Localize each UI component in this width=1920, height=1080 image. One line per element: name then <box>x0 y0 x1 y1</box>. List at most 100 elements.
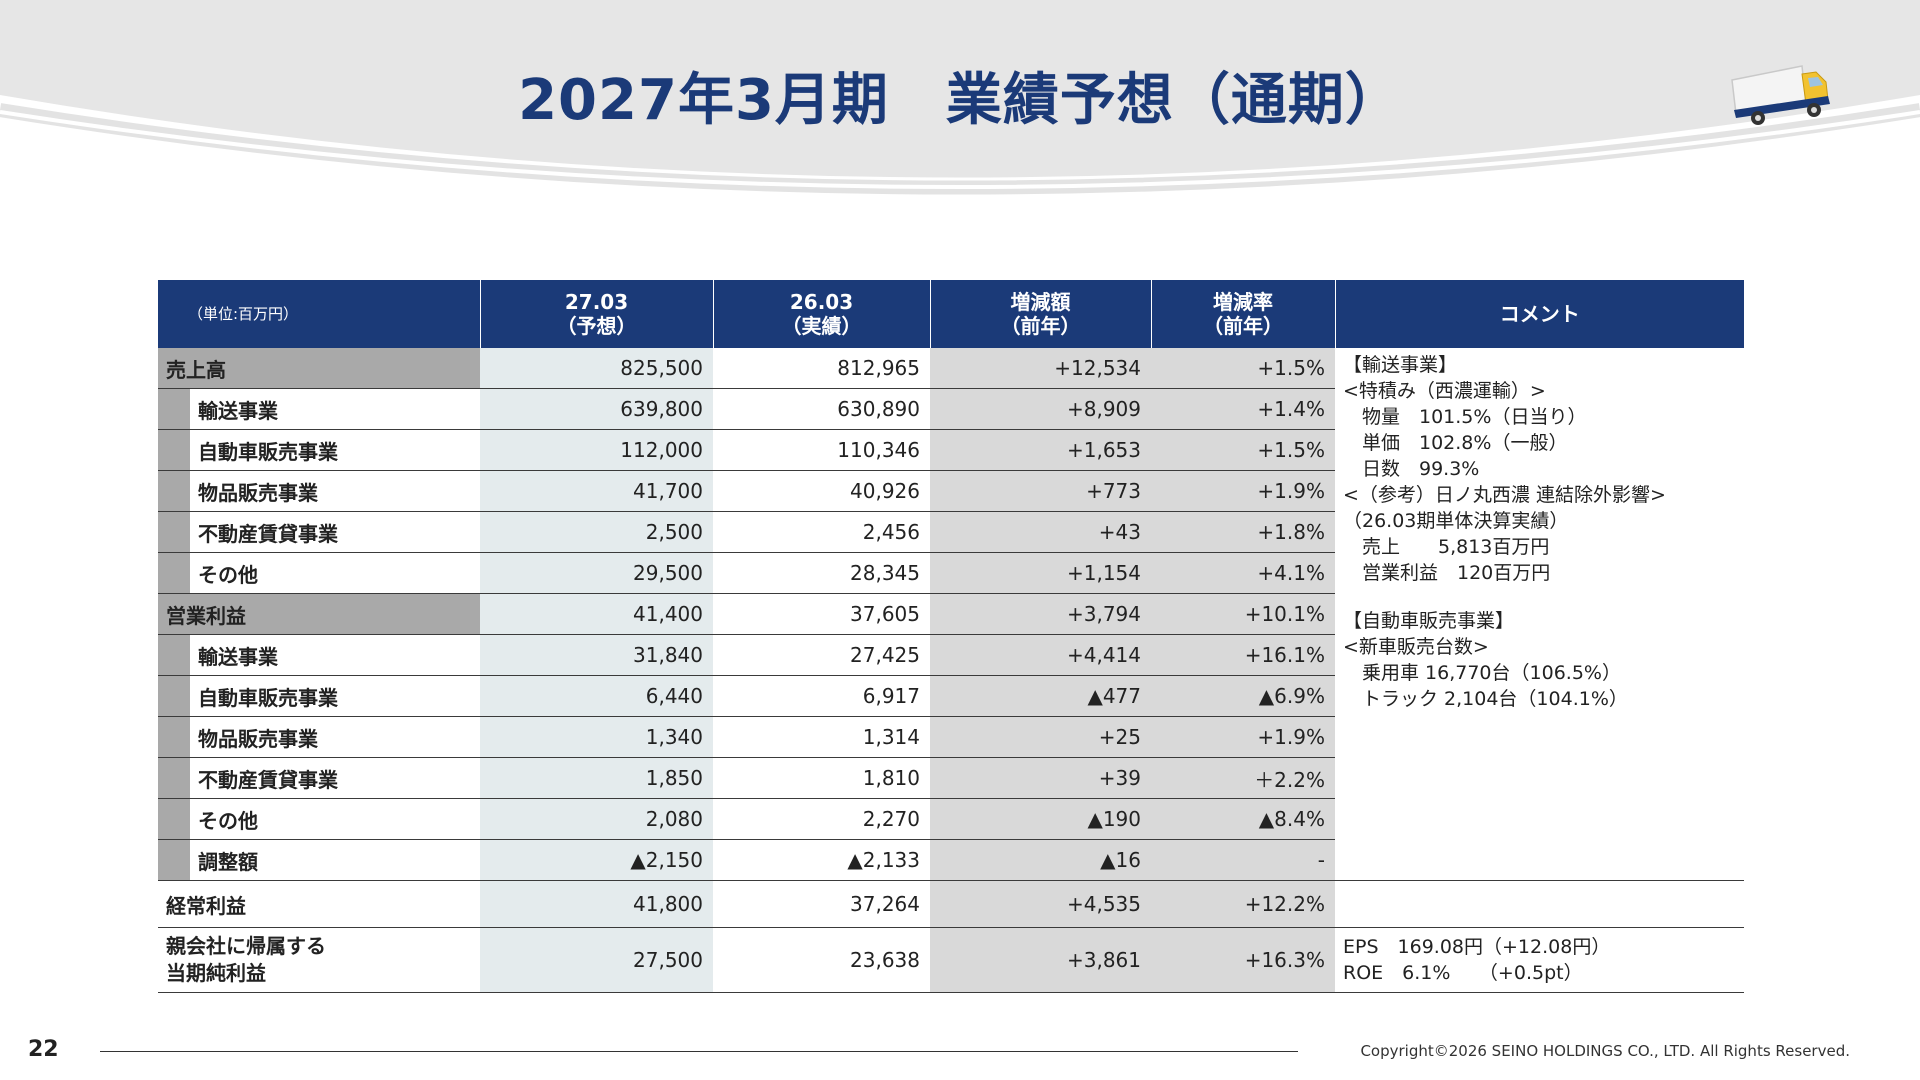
row-label: 不動産賃貸事業 <box>190 757 480 799</box>
cell-change-rate: +1.5% <box>1151 348 1335 389</box>
cell-change-rate: +1.9% <box>1151 470 1335 512</box>
cell-forecast: 29,500 <box>480 552 713 594</box>
comment-line: トラック 2,104台（104.1%） <box>1343 688 1628 710</box>
cell-actual: 27,425 <box>713 634 930 676</box>
cell-change-amount: +1,154 <box>930 552 1151 594</box>
table-header-row: （単位:百万円） 27.03 （予想） 26.03 （実績） 増減額 （前年） 増減率… <box>158 280 1744 348</box>
cell-change-amount: +3,861 <box>930 927 1151 993</box>
row-label: 調整額 <box>190 839 480 881</box>
indent-marker <box>158 429 190 471</box>
cell-forecast: 2,080 <box>480 798 713 840</box>
cell-forecast: 2,500 <box>480 511 713 553</box>
cell-change-amount: ▲190 <box>930 798 1151 840</box>
indent-marker <box>158 675 190 717</box>
cell-change-rate: +1.9% <box>1151 716 1335 758</box>
row-label: その他 <box>190 552 480 594</box>
cell-actual: 1,810 <box>713 757 930 799</box>
cell-forecast: 41,700 <box>480 470 713 512</box>
cell-change-amount: +25 <box>930 716 1151 758</box>
cell-change-amount: +1,653 <box>930 429 1151 471</box>
comment-line: 物量 101.5%（日当り） <box>1343 406 1587 428</box>
indent-marker <box>158 839 190 881</box>
header-background <box>0 0 1920 195</box>
row-label: 自動車販売事業 <box>190 429 480 471</box>
cell-actual: 37,264 <box>713 880 930 928</box>
cell-forecast: 41,800 <box>480 880 713 928</box>
table-row: 輸送事業 639,800 630,890 +8,909 +1.4% <box>158 388 1744 430</box>
cell-actual: 28,345 <box>713 552 930 594</box>
cell-change-rate: +1.5% <box>1151 429 1335 471</box>
cell-actual: 1,314 <box>713 716 930 758</box>
cell-change-rate: +16.1% <box>1151 634 1335 676</box>
cell-change-rate: +10.1% <box>1151 593 1335 635</box>
cell-forecast: ▲2,150 <box>480 839 713 881</box>
cell-change-amount: +3,794 <box>930 593 1151 635</box>
cell-change-amount: +43 <box>930 511 1151 553</box>
cell-actual: 23,638 <box>713 927 930 993</box>
cell-forecast: 1,340 <box>480 716 713 758</box>
row-label: 自動車販売事業 <box>190 675 480 717</box>
col-header-actual: 26.03 （実績） <box>712 280 930 348</box>
cell-actual: 6,917 <box>713 675 930 717</box>
row-label: 経常利益 <box>158 880 480 928</box>
indent-marker <box>158 470 190 512</box>
cell-change-rate: +1.8% <box>1151 511 1335 553</box>
cell-forecast: 27,500 <box>480 927 713 993</box>
cell-actual: 630,890 <box>713 388 930 430</box>
indent-marker <box>158 757 190 799</box>
table-row: 経常利益 41,800 37,264 +4,535 +12.2% <box>158 880 1744 928</box>
row-label: 物品販売事業 <box>190 716 480 758</box>
comment-cell: 【輸送事業】 <特積み（西濃運輸）> 物量 101.5%（日当り） 単価 102… <box>1335 348 1744 881</box>
cell-change-rate: +12.2% <box>1151 880 1335 928</box>
cell-actual: ▲2,133 <box>713 839 930 881</box>
row-label: その他 <box>190 798 480 840</box>
comment-line: EPS 169.08円（+12.08円） <box>1343 936 1611 958</box>
col-header-forecast: 27.03 （予想） <box>479 280 713 348</box>
row-label: 輸送事業 <box>190 388 480 430</box>
table-row: 物品販売事業 41,700 40,926 +773 +1.9% <box>158 470 1744 512</box>
indent-marker <box>158 388 190 430</box>
cell-change-rate: +4.1% <box>1151 552 1335 594</box>
cell-change-rate: - <box>1151 839 1335 881</box>
table-row: 不動産賃貸事業 2,500 2,456 +43 +1.8% <box>158 511 1744 553</box>
cell-actual: 2,270 <box>713 798 930 840</box>
cell-change-amount: +12,534 <box>930 348 1151 389</box>
col-header-change-amount: 増減額 （前年） <box>929 280 1151 348</box>
cell-change-rate: +16.3% <box>1151 927 1335 993</box>
cell-change-amount: +39 <box>930 757 1151 799</box>
table-row: 輸送事業 31,840 27,425 +4,414 +16.1% <box>158 634 1744 676</box>
cell-forecast: 41,400 <box>480 593 713 635</box>
indent-marker <box>158 798 190 840</box>
table-row: 自動車販売事業 6,440 6,917 ▲477 ▲6.9% <box>158 675 1744 717</box>
cell-change-rate: ▲6.9% <box>1151 675 1335 717</box>
copyright-notice: Copyright©2026 SEINO HOLDINGS CO., LTD. … <box>1360 1042 1850 1060</box>
cell-change-amount: +4,414 <box>930 634 1151 676</box>
cell-change-rate: ▲8.4% <box>1151 798 1335 840</box>
table-row: 不動産賃貸事業 1,850 1,810 +39 ＋2.2% <box>158 757 1744 799</box>
table-row: 調整額 ▲2,150 ▲2,133 ▲16 - <box>158 839 1744 881</box>
cell-actual: 812,965 <box>713 348 930 389</box>
row-label: 営業利益 <box>158 593 480 635</box>
cell-forecast: 1,850 <box>480 757 713 799</box>
row-label: 物品販売事業 <box>190 470 480 512</box>
cell-forecast: 112,000 <box>480 429 713 471</box>
table-row: 売上高 825,500 812,965 +12,534 +1.5% 【輸送事業】… <box>158 348 1744 881</box>
cell-actual: 40,926 <box>713 470 930 512</box>
comment-line: <特積み（西濃運輸）> <box>1343 380 1546 402</box>
cell-actual: 2,456 <box>713 511 930 553</box>
cell-change-amount: +4,535 <box>930 880 1151 928</box>
cell-change-amount: ▲16 <box>930 839 1151 881</box>
comment-line: <新車販売台数> <box>1343 636 1489 658</box>
table-row: その他 29,500 28,345 +1,154 +4.1% <box>158 552 1744 594</box>
indent-marker <box>158 511 190 553</box>
cell-forecast: 6,440 <box>480 675 713 717</box>
comment-line: 日数 99.3% <box>1343 458 1480 480</box>
cell-forecast: 825,500 <box>480 348 713 389</box>
col-header-comment: コメント <box>1334 280 1744 348</box>
comment-cell-empty <box>1335 880 1744 928</box>
cell-actual: 37,605 <box>713 593 930 635</box>
comment-line: <（参考）日ノ丸西濃 連結除外影響> <box>1343 484 1666 506</box>
comment-line: 【輸送事業】 <box>1343 354 1458 376</box>
page-number: 22 <box>28 1037 59 1062</box>
comment-cell-eps: EPS 169.08円（+12.08円） ROE 6.1% （+0.5pt） <box>1335 927 1744 993</box>
